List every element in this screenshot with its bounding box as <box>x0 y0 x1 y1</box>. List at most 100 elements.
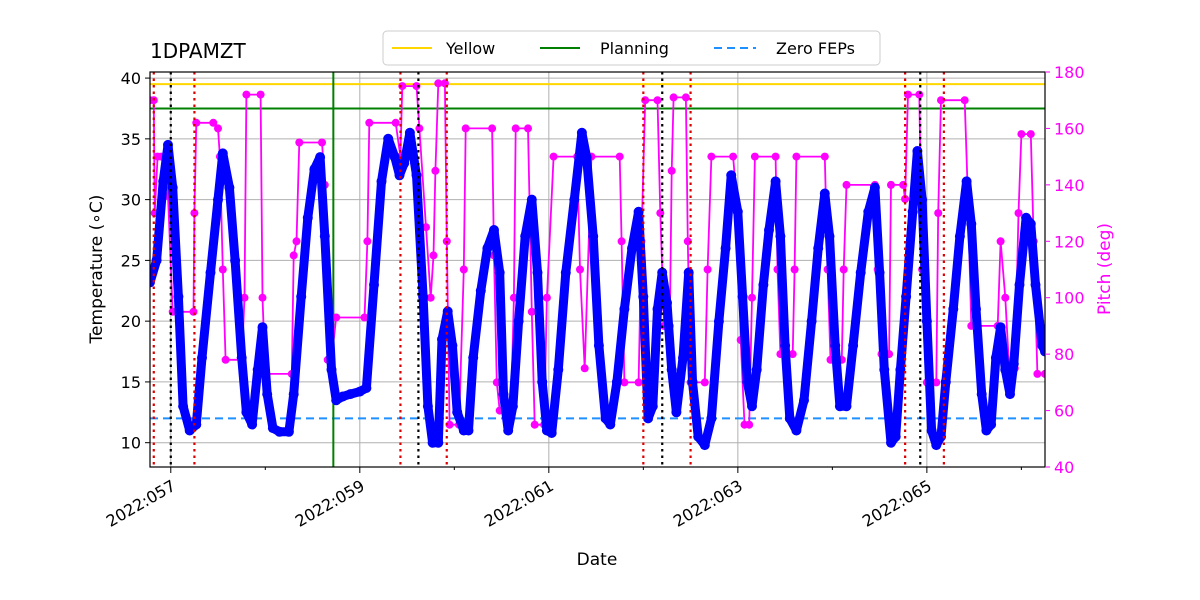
temperature-point-115 <box>824 231 835 242</box>
temperature-point-124 <box>879 364 890 375</box>
temperature-point-153 <box>1030 279 1041 290</box>
temperature-point-6 <box>178 401 189 412</box>
temperature-point-16 <box>241 407 252 418</box>
right-tick-label-7: 180 <box>1054 63 1085 82</box>
temperature-point-69 <box>553 364 564 375</box>
pitch-point-57 <box>524 124 532 133</box>
right-axis-ticks: 40 60 80 100 120 140 160 180 <box>1045 63 1085 477</box>
pitch-point-92 <box>771 152 780 161</box>
pitch-point-82 <box>700 378 709 387</box>
pitch-point-126 <box>1014 209 1023 218</box>
temperature-point-105 <box>764 225 774 235</box>
temperature-point-53 <box>463 425 474 436</box>
y2-axis-label: Pitch (deg) <box>1095 223 1115 315</box>
temperature-point-15 <box>236 352 247 363</box>
bottom-tick-label-1: 2022:059 <box>292 476 368 531</box>
temperature-point-4 <box>167 182 178 193</box>
temperature-point-89 <box>671 407 682 418</box>
pitch-point-26 <box>318 138 326 147</box>
temperature-point-119 <box>848 340 859 351</box>
temperature-point-0 <box>150 277 155 288</box>
pitch-point-48 <box>459 265 468 274</box>
temperature-point-135 <box>936 431 946 442</box>
temperature-point-57 <box>489 225 499 235</box>
pitch-point-58 <box>527 307 536 316</box>
temperature-point-1 <box>151 255 162 266</box>
right-tick-label-5: 140 <box>1054 176 1085 195</box>
temperature-point-146 <box>995 322 1006 333</box>
temperature-point-10 <box>205 267 216 278</box>
temperature-point-104 <box>758 279 769 290</box>
pitch-point-108 <box>887 180 895 189</box>
temperature-point-114 <box>819 188 830 199</box>
legend-box <box>382 30 881 66</box>
pitch-point-69 <box>620 378 629 387</box>
temperature-point-11 <box>213 194 223 205</box>
pitch-point-118 <box>960 96 969 105</box>
pitch-point-25 <box>295 138 304 147</box>
temperature-point-129 <box>907 206 918 217</box>
temperature-point-54 <box>468 352 479 363</box>
temperature-point-62 <box>513 316 524 327</box>
pitch-point-34 <box>391 118 400 127</box>
temperature-point-141 <box>971 304 981 314</box>
temperature-point-79 <box>619 304 630 314</box>
temperature-point-64 <box>526 194 537 205</box>
temperature-point-81 <box>633 206 644 217</box>
pitch-point-115 <box>932 378 941 387</box>
pitch-point-46 <box>445 420 454 429</box>
temperature-point-25 <box>296 291 307 302</box>
temperature-point-72 <box>576 127 587 138</box>
right-tick-label-1: 60 <box>1054 402 1074 421</box>
temperature-point-45 <box>422 401 433 412</box>
temperature-point-92 <box>687 376 698 387</box>
right-tick-label-3: 100 <box>1054 289 1085 308</box>
x-axis-label: Date <box>577 550 618 570</box>
temperature-point-131 <box>917 194 928 205</box>
temperature-point-75 <box>593 340 604 351</box>
pitch-point-12 <box>214 124 222 133</box>
temperature-point-82 <box>638 291 649 302</box>
legend-planning-label: Planning <box>600 39 669 58</box>
left-tick-label-2: 20 <box>121 312 141 331</box>
temperature-point-19 <box>257 322 268 333</box>
bottom-tick-label-0: 2022:057 <box>103 476 179 531</box>
temperature-point-42 <box>404 127 415 138</box>
temperature-point-49 <box>442 306 453 317</box>
temperature-point-98 <box>726 170 737 181</box>
pitch-point-65 <box>580 364 589 373</box>
pitch-point-127 <box>1017 130 1026 139</box>
temperature-point-148 <box>1005 389 1015 400</box>
pitch-point-36 <box>398 82 407 91</box>
pitch-point-59 <box>530 420 539 429</box>
pitch-point-67 <box>615 152 624 161</box>
temperature-point-36 <box>369 279 379 290</box>
temperature-point-87 <box>662 297 672 308</box>
temperature-point-130 <box>912 146 923 156</box>
temperature-point-95 <box>706 413 717 424</box>
temperature-point-94 <box>699 440 710 451</box>
pitch-point-20 <box>258 293 267 302</box>
y-axis-label: Temperature (∘C) <box>87 195 107 345</box>
pitch-point-61 <box>542 293 551 302</box>
temperature-point-137 <box>948 304 959 314</box>
temperature-point-111 <box>799 395 809 406</box>
temperature-point-86 <box>657 267 668 278</box>
bottom-axis-ticks: 2022:057 2022:059 2022:061 2022:063 2022:065 <box>103 467 1022 531</box>
temperature-point-39 <box>389 152 400 163</box>
temperature-point-93 <box>693 431 704 442</box>
temperature-point-97 <box>720 243 731 254</box>
pitch-point-15 <box>221 355 230 364</box>
pitch-point-78 <box>669 93 678 102</box>
temperature-point-150 <box>1014 279 1025 290</box>
temperature-point-96 <box>713 316 724 327</box>
left-tick-label-4: 30 <box>121 191 141 210</box>
temperature-point-58 <box>494 267 505 278</box>
temperature-point-73 <box>581 152 592 163</box>
temperature-point-84 <box>647 401 658 412</box>
temperature-point-108 <box>780 340 791 351</box>
right-tick-label-0: 40 <box>1054 458 1074 477</box>
temperature-point-40 <box>394 170 405 181</box>
temperature-point-149 <box>1008 358 1019 369</box>
pitch-point-9 <box>190 209 199 218</box>
